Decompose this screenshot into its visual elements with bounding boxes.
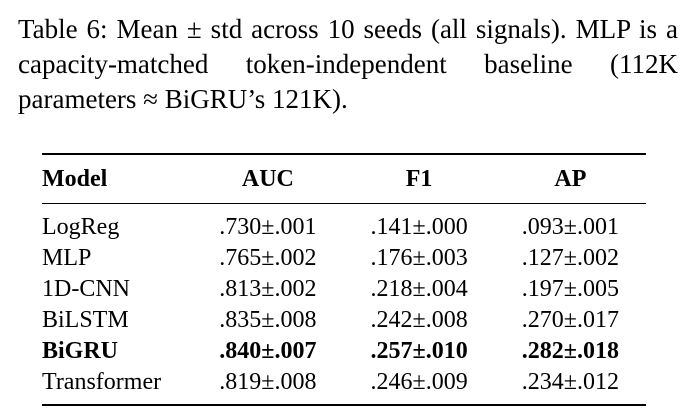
table-caption: Table 6: Mean ± std across 10 seeds (all… <box>18 12 678 117</box>
cell-auc: .840±.007 <box>219 338 317 364</box>
table-row: LogReg .730±.001 .141±.000 .093±.001 <box>42 204 646 243</box>
table-mid-rule <box>42 203 646 204</box>
header-model: Model <box>42 165 108 192</box>
cell-f1: .141±.000 <box>370 214 468 240</box>
cell-f1: .242±.008 <box>370 307 468 333</box>
cell-model: MLP <box>42 245 92 271</box>
cell-auc: .819±.008 <box>219 369 317 395</box>
table-row-best: BiGRU .840±.007 .257±.010 .282±.018 <box>42 336 646 367</box>
cell-ap: .197±.005 <box>521 276 619 302</box>
cell-f1: .246±.009 <box>370 369 468 395</box>
cell-auc: .835±.008 <box>219 307 317 333</box>
cell-ap: .093±.001 <box>521 214 619 240</box>
cell-ap: .127±.002 <box>521 245 619 271</box>
header-ap: AP <box>554 165 587 192</box>
cell-model: BiGRU <box>42 338 119 364</box>
cell-f1: .176±.003 <box>370 245 468 271</box>
table-row: BiLSTM .835±.008 .242±.008 .270±.017 <box>42 305 646 336</box>
header-f1: F1 <box>405 165 433 192</box>
header-auc: AUC <box>241 165 294 192</box>
cell-f1: .257±.010 <box>370 338 468 364</box>
table-bottom-rule <box>42 404 646 406</box>
cell-auc: .730±.001 <box>219 214 317 240</box>
cell-auc: .765±.002 <box>219 245 317 271</box>
caption-label: Table 6: <box>18 14 108 44</box>
cell-ap: .270±.017 <box>521 307 619 333</box>
cell-ap: .234±.012 <box>521 369 619 395</box>
cell-model: Transformer <box>42 369 162 395</box>
table-top-rule <box>42 153 646 155</box>
table-header-row: Model AUC F1 AP <box>42 155 646 203</box>
cell-f1: .218±.004 <box>370 276 468 302</box>
table-row: MLP .765±.002 .176±.003 .127±.002 <box>42 243 646 274</box>
cell-auc: .813±.002 <box>219 276 317 302</box>
results-table: Model AUC F1 AP LogReg .730±.001 .141±.0… <box>42 153 646 406</box>
cell-model: BiLSTM <box>42 307 129 333</box>
table-row: 1D-CNN .813±.002 .218±.004 .197±.005 <box>42 274 646 305</box>
caption-text: Mean ± std across 10 seeds (all signals)… <box>18 14 678 114</box>
table-row: Transformer .819±.008 .246±.009 .234±.01… <box>42 367 646 404</box>
cell-model: LogReg <box>42 214 120 240</box>
cell-ap: .282±.018 <box>521 338 619 364</box>
cell-model: 1D-CNN <box>42 276 130 302</box>
